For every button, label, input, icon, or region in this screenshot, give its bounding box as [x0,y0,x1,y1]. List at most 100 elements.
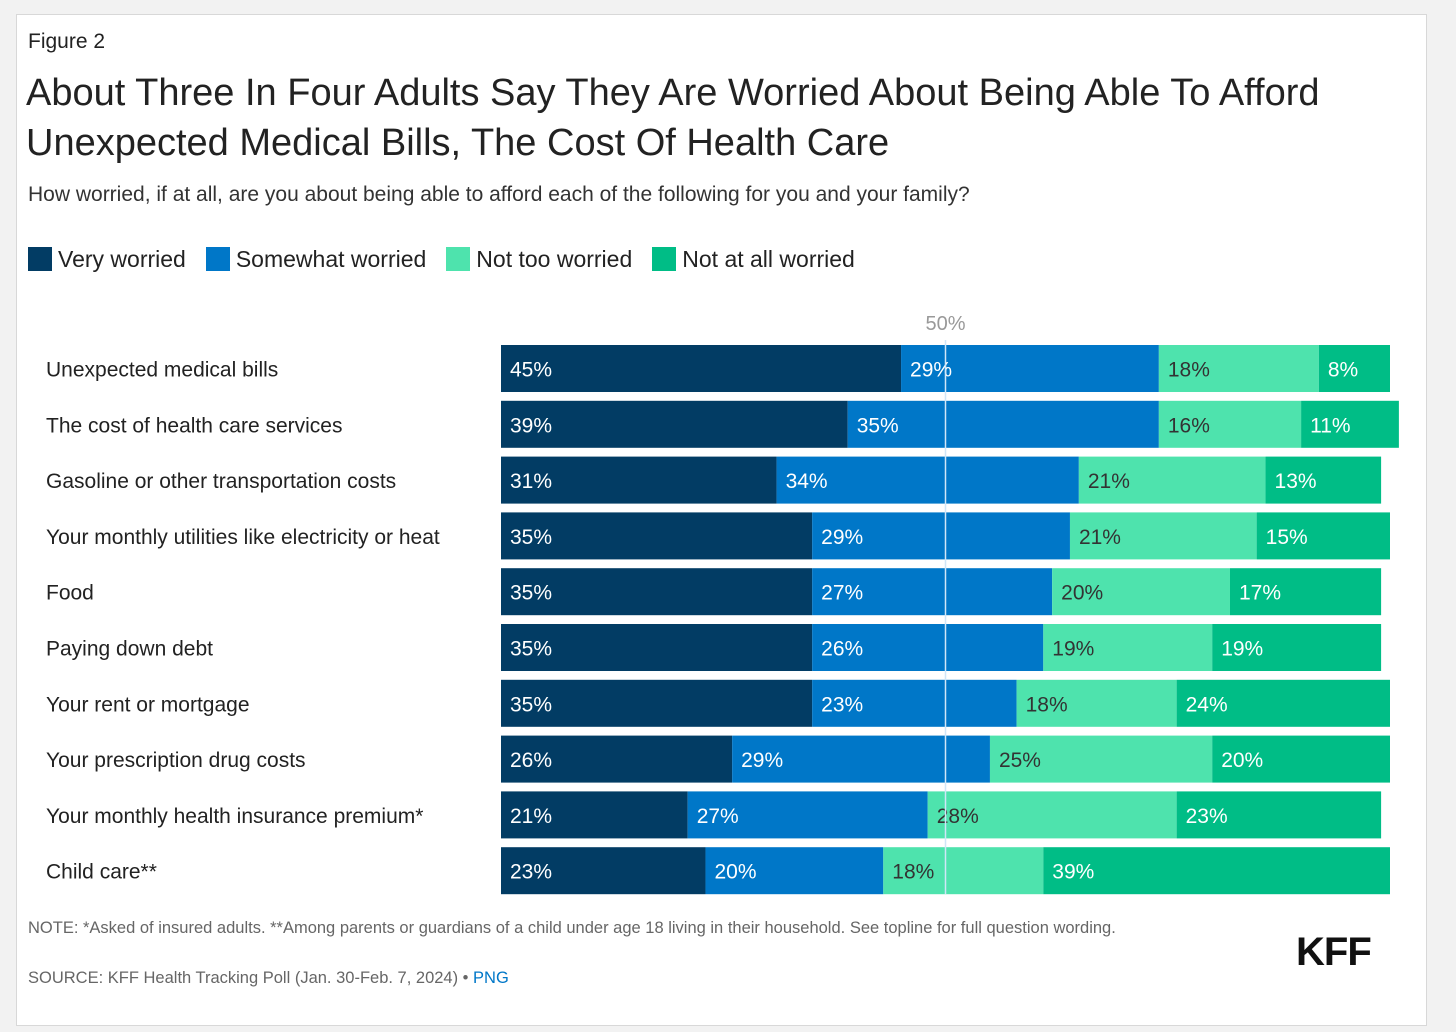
category-label: Your prescription drug costs [46,749,306,772]
category-label: Food [46,582,94,605]
footnote: NOTE: *Asked of insured adults. **Among … [28,919,1116,937]
data-label: 20% [1061,582,1103,605]
bar-segment [501,624,813,671]
data-label: 27% [821,582,863,605]
bar-segment [812,512,1070,560]
png-download-link[interactable]: PNG [473,969,509,987]
data-label: 23% [1186,805,1228,828]
data-label: 23% [510,861,552,884]
legend: Very worried Somewhat worried Not too wo… [28,244,875,274]
data-label: 24% [1186,693,1228,716]
data-label: 35% [510,638,552,661]
data-label: 39% [510,414,552,437]
category-label: Gasoline or other transportation costs [46,470,396,493]
bar-segment [501,791,688,839]
category-label: The cost of health care services [46,414,342,437]
data-label: 20% [714,861,756,884]
data-label: 25% [999,749,1041,772]
bar-segment [501,512,813,560]
data-label: 28% [937,805,979,828]
category-label: Your monthly health insurance premium* [46,805,423,828]
data-label: 35% [510,693,552,716]
data-label: 35% [510,526,552,549]
legend-swatch [652,247,677,271]
bar-segment [776,456,1079,504]
bar-segment [883,847,1044,895]
data-label: 18% [1168,359,1210,382]
bar-segment [812,624,1044,671]
bar-segment [1016,679,1177,727]
bar-segment [1301,400,1399,448]
category-label: Unexpected medical bills [46,359,278,382]
bar-segment [989,735,1213,783]
data-label: 15% [1266,526,1308,549]
data-label: 29% [910,359,952,382]
bar-segment [901,345,1159,392]
bar-segment [1229,568,1382,616]
data-label: 26% [510,749,552,772]
bar-segment [812,679,1017,727]
bar-segment [1176,679,1390,727]
data-label: 23% [821,693,863,716]
chart-subtitle: How worried, if at all, are you about be… [28,183,970,206]
legend-item-not-too-worried: Not too worried [446,246,632,273]
source-line: SOURCE: KFF Health Tracking Poll (Jan. 3… [28,969,509,988]
bar-segment [1212,624,1382,671]
kff-logo: KFF [1296,930,1372,974]
data-label: 29% [741,749,783,772]
data-label: 21% [1088,470,1130,493]
category-label: Paying down debt [46,638,213,661]
data-label: 18% [1026,693,1068,716]
source-text: SOURCE: KFF Health Tracking Poll (Jan. 3… [28,969,469,987]
legend-label: Not too worried [476,245,633,272]
bar-segment [705,847,884,895]
legend-item-not-at-all-worried: Not at all worried [652,246,855,273]
data-label: 45% [510,359,552,382]
chart-title: About Three In Four Adults Say They Are … [26,72,1320,164]
data-label: 11% [1310,414,1350,437]
bar-segment [1043,624,1213,671]
bar-segment [1212,735,1390,783]
bar-segment [1318,345,1390,392]
bar-segment [1265,456,1382,504]
category-label: Your monthly utilities like electricity … [46,526,440,549]
bar-segment [501,345,902,392]
bar-segment [1043,847,1390,895]
stacked-bar-chart: Unexpected medical bills 45% 29% 18% 8% The c… [46,313,1399,895]
data-label: 26% [821,638,863,661]
bar-segment [501,568,813,616]
reference-line-label: 50% [925,313,965,335]
bar-segment [1176,791,1382,839]
data-label: 17% [1239,582,1281,605]
data-label: 8% [1328,359,1358,382]
legend-label: Not at all worried [682,245,855,272]
bar-segment [1069,512,1257,560]
data-label: 34% [786,470,828,493]
bar-segment [501,735,733,783]
data-label: 19% [1221,638,1263,661]
bar-segment [501,400,848,448]
data-label: 21% [510,805,552,828]
bar-segment [847,400,1159,448]
bar-segment [501,456,777,504]
bar-segment [1078,456,1266,504]
data-label: 19% [1052,638,1094,661]
category-label: Your rent or mortgage [46,693,250,716]
figure-label: Figure 2 [28,30,106,53]
data-label: 13% [1275,470,1317,493]
legend-item-very-worried: Very worried [28,246,186,273]
legend-swatch [205,247,230,271]
data-label: 27% [697,805,739,828]
data-label: 35% [857,414,899,437]
bar-segment [501,847,706,895]
legend-label: Somewhat worried [235,245,427,272]
bar-segment [1158,345,1319,392]
category-label: Child care** [46,861,157,884]
data-label: 20% [1221,749,1263,772]
legend-swatch [446,247,471,271]
bar-segment [927,791,1177,839]
data-label: 18% [892,861,934,884]
data-label: 39% [1052,861,1094,884]
bar-segment [1158,400,1302,448]
bar-segment [1256,512,1390,560]
